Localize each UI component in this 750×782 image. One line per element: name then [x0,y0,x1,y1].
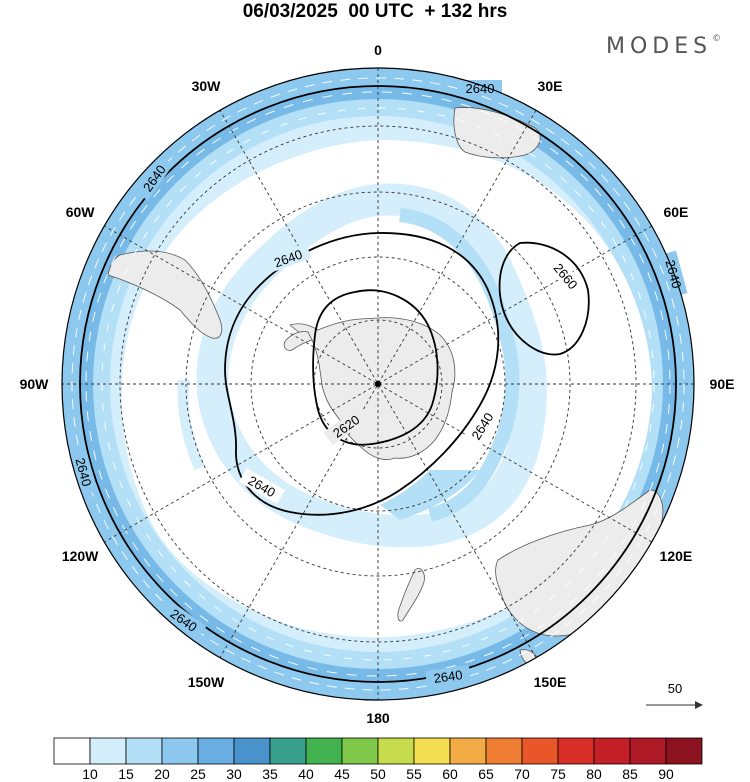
contour-label: 2640 [663,258,685,290]
shade-patch-west [177,380,205,470]
land-antarctica [289,317,456,460]
colorbar-tick-label: 80 [586,766,602,782]
colorbar-swatch [521,737,559,765]
colorbar: 10 15 20 25 30 35 40 45 50 55 60 65 70 75 80 85 90 [53,737,703,782]
colorbar-tick-label: 70 [514,766,530,782]
colorbar-tick-label: 65 [478,766,494,782]
colorbar-swatch [53,737,91,765]
land-new-zealand [397,567,425,622]
longitude-label: 180 [366,710,390,726]
colorbar-swatch [665,737,703,765]
inner-jet-patch [380,470,480,520]
colorbar-swatch [485,737,523,765]
reference-vector: 50 [646,681,703,709]
vector-ring-inner [101,107,655,661]
brand-name: MODES [606,34,713,59]
colorbar-tick-label: 85 [622,766,638,782]
colorbar-tick-label: 10 [82,766,98,782]
map-title: 06/03/2025 00 UTC + 132 hrs [242,1,508,22]
longitude-label: 90E [710,376,735,392]
map-border [61,67,695,701]
colorbar-tick-label: 40 [298,766,314,782]
vector-ring-outer [71,77,685,691]
colorbar-tick-label: 60 [442,766,458,782]
inner-jet-ring [196,183,547,548]
reference-vector-label: 50 [668,681,682,696]
longitude-label: 90W [20,376,50,392]
contour-outer-2640 [79,85,677,683]
longitude-label: 120E [660,548,693,564]
longitude-labels: 0 30E 60E 90E 120E 150E 180 150W 120W 90W 60W 30W [20,42,735,726]
south-pole-marker [375,381,381,387]
colorbar-swatch [629,737,667,765]
longitude-label: 30E [538,78,563,94]
latitude-circle [119,125,637,643]
contour-inner-2620 [312,289,439,446]
colorbar-swatch [89,737,127,765]
colorbar-tick-label: 25 [190,766,206,782]
longitude-label: 0 [374,42,382,58]
longitude-label: 120W [62,548,99,564]
contours [79,85,677,683]
colorbar-swatch [161,737,199,765]
graticule [62,68,694,700]
colorbar-tick-label: 15 [118,766,134,782]
colorbar-swatch [197,737,235,765]
land-south-america [107,250,223,339]
latitude-circle [185,191,571,577]
longitude-label: 60W [66,204,96,220]
colorbar-swatch [269,737,307,765]
longitude-label: 60E [663,204,688,220]
contour-high-2660 [498,241,590,356]
colorbar-tick-label: 20 [154,766,170,782]
colorbar-swatch [449,737,487,765]
land-antarctic-peninsula [283,331,313,351]
longitude-label: 30W [192,78,222,94]
colorbar-swatch [413,737,451,765]
brand-mark: © [712,34,722,44]
contour-middle-2640 [224,232,500,516]
colorbar-swatch [305,737,343,765]
longitude-label: 150W [188,674,225,690]
colorbar-tick-label: 35 [262,766,278,782]
inner-jet-core [399,208,520,522]
colorbar-swatch [377,737,415,765]
colorbar-tick-label: 55 [406,766,422,782]
colorbar-tick-label: 30 [226,766,242,782]
contour-label: 2640 [466,81,495,96]
longitude-label: 150E [534,674,567,690]
colorbar-swatch [341,737,379,765]
colorbar-tick-label: 90 [658,766,674,782]
contour-label: 2640 [73,456,95,488]
brand-logo: MODES© [606,34,721,59]
colorbar-swatch [593,737,631,765]
contour-label: 2640 [433,667,464,686]
colorbar-tick-label: 45 [334,766,350,782]
colorbar-swatch [233,737,271,765]
colorbar-tick-label: 50 [370,766,386,782]
colorbar-swatch [125,737,163,765]
colorbar-swatch [557,737,595,765]
colorbar-tick-label: 75 [550,766,566,782]
